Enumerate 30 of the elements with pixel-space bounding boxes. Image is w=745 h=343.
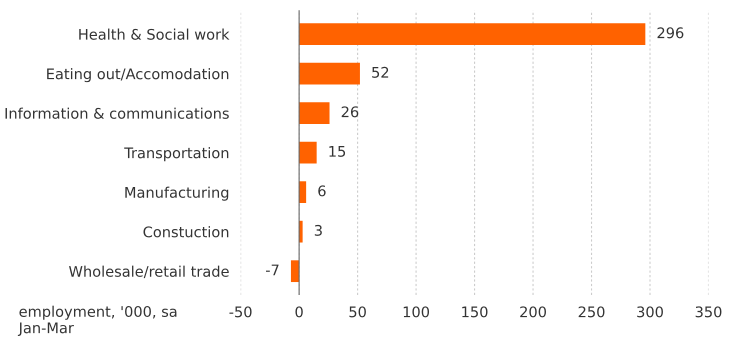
x-tick-label: 0	[295, 306, 303, 318]
data-label: 3	[314, 224, 322, 236]
data-label: 296	[658, 27, 684, 38]
data-label: 6	[318, 185, 326, 196]
bar	[299, 102, 330, 124]
y-tick-label: Manufacturing	[125, 186, 228, 201]
y-tick-label: Information & communications	[6, 108, 229, 119]
y-tick-label: Transportation	[124, 147, 228, 162]
x-tick-label: 200	[520, 306, 546, 318]
text: employment, '000, sa Jan-Mar	[18, 306, 176, 336]
data-label: 15	[329, 146, 346, 157]
bar	[290, 260, 300, 282]
bar	[299, 142, 317, 164]
x-tick-label: 150	[462, 306, 488, 318]
y-tick-label: Health & Social work	[79, 28, 230, 40]
x-tick-label: 50	[349, 306, 366, 318]
data-label: 52	[372, 66, 388, 78]
x-tick-label: -50	[229, 306, 252, 318]
x-tick-label: 350	[696, 306, 722, 318]
y-tick-label: Wholesale/retail trade	[69, 266, 229, 278]
data-label: -7	[266, 264, 279, 276]
bar	[299, 62, 360, 84]
x-tick-label: 300	[637, 306, 663, 318]
x-tick-label: 250	[578, 306, 604, 318]
data-label: 26	[342, 106, 358, 118]
bar	[299, 181, 306, 204]
bar	[299, 23, 646, 45]
y-tick-label: Eating out/Accomodation	[47, 68, 228, 82]
x-tick-label: 100	[404, 306, 430, 318]
y-tick-label: Constuction	[143, 226, 228, 238]
